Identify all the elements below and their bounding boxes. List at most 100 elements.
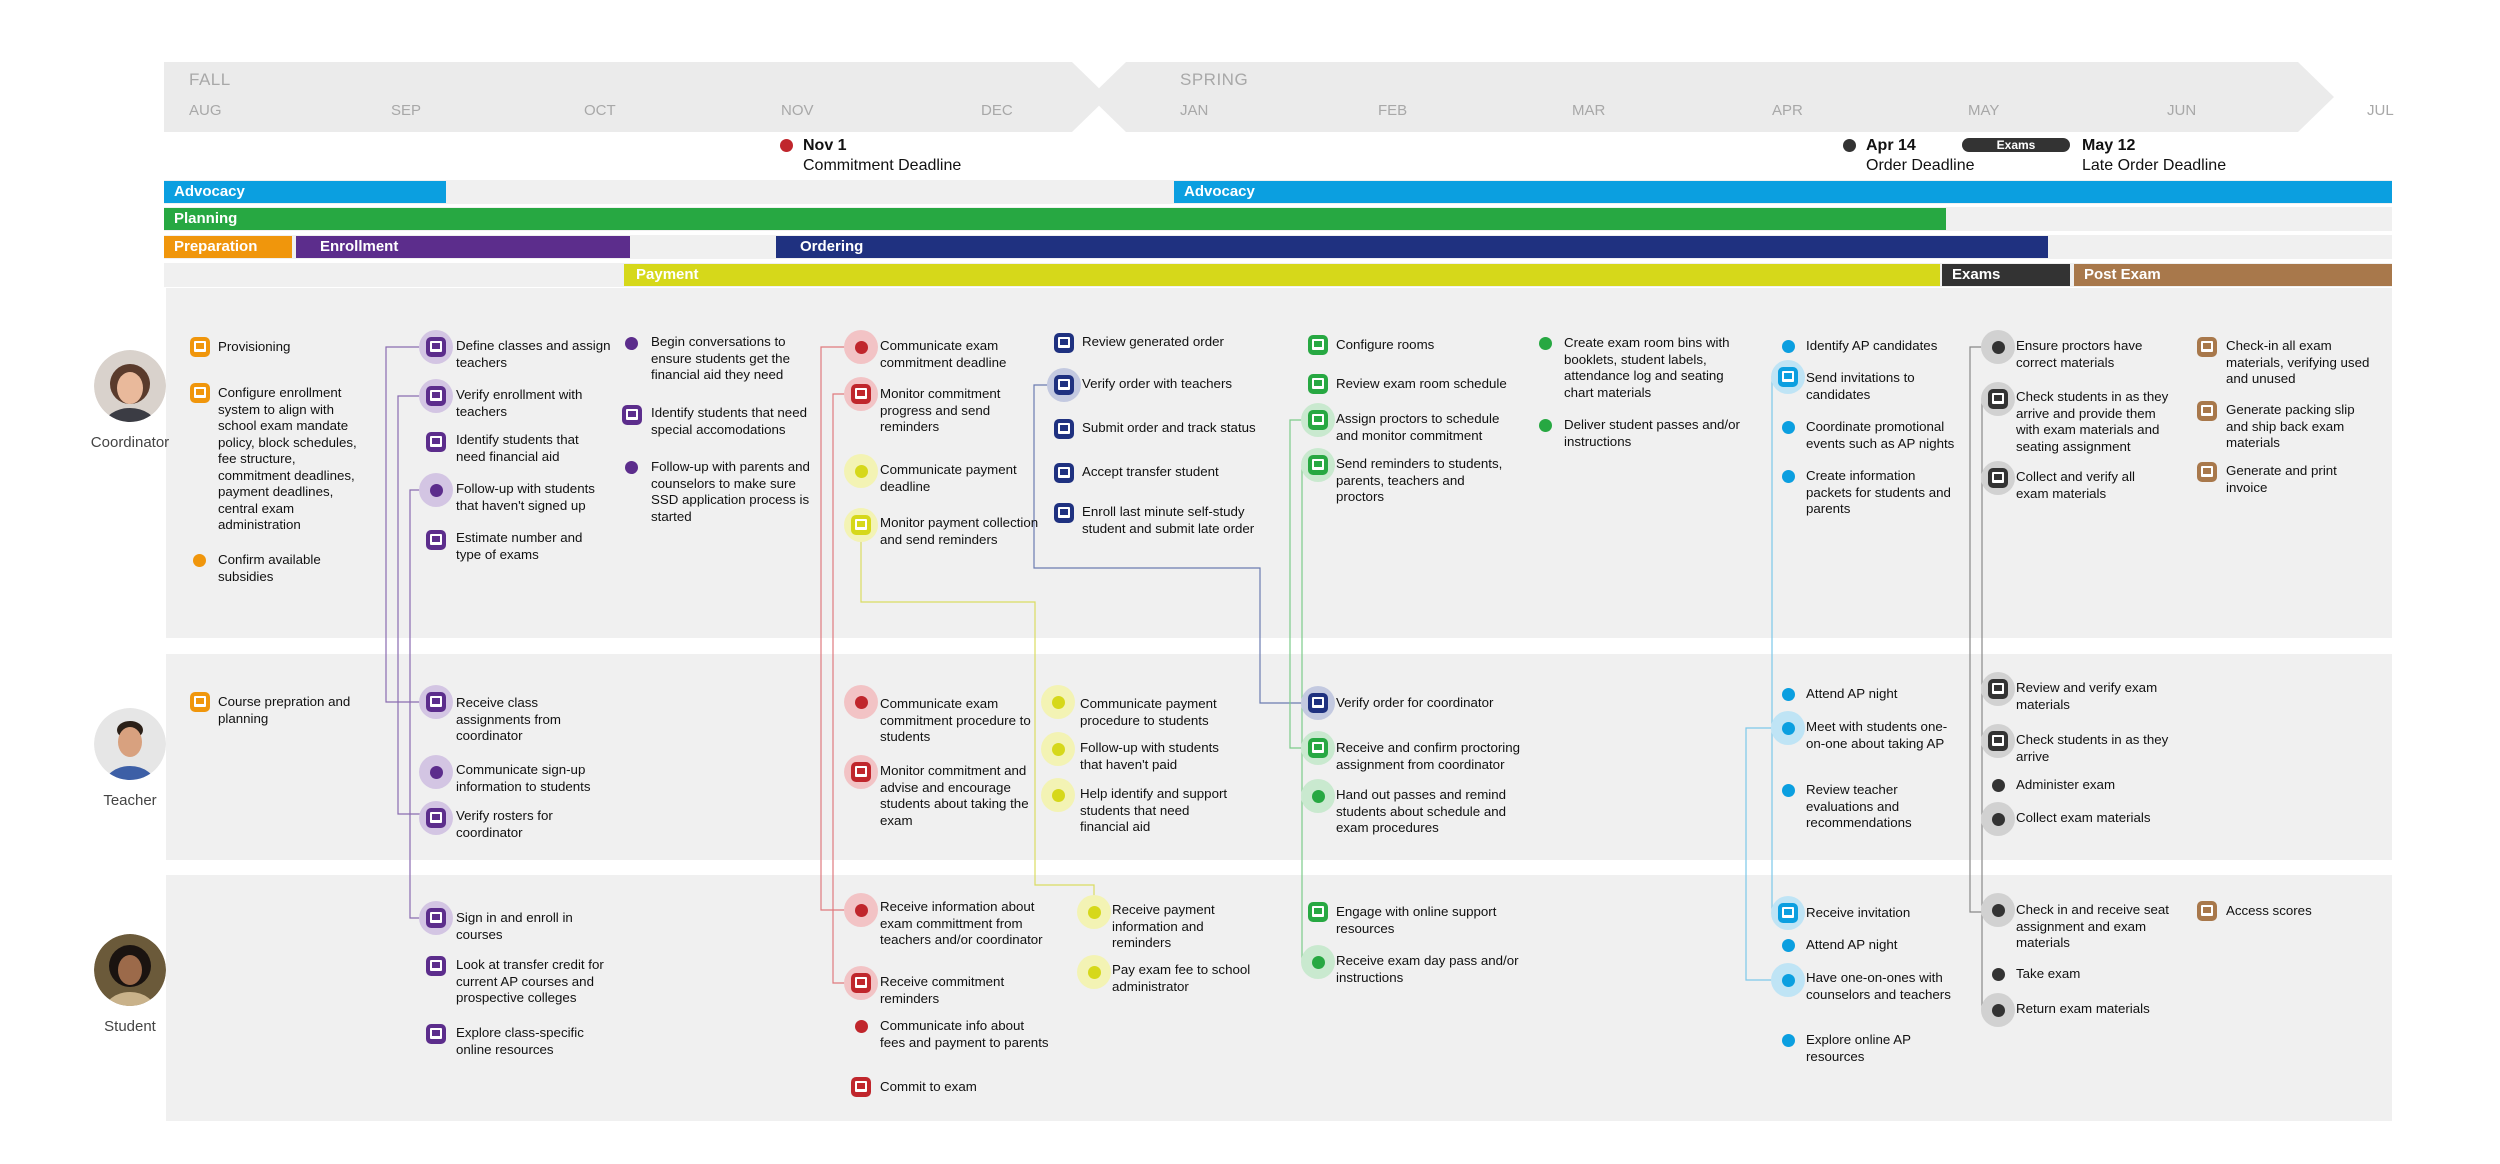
student-plan-item-2: Receive exam day pass and/or instruction…	[1336, 953, 1519, 985]
dot-icon	[1992, 968, 2005, 981]
computer-icon	[426, 692, 446, 712]
computer-icon	[1308, 455, 1328, 475]
coord-enroll-b-item-3: Follow-up with parents and counselors to…	[651, 459, 810, 524]
phase-advocacy-fall: Advocacy	[164, 181, 446, 203]
teacher-pay-b-item-1: Communicate payment procedure to student…	[1080, 696, 1217, 728]
month-sep: SEP	[391, 102, 422, 119]
student-post-item-1: Access scores	[2226, 903, 2312, 918]
milestone-dot-commitment	[780, 139, 793, 152]
computer-icon	[426, 1024, 446, 1044]
connector-enrollment-2	[397, 395, 436, 815]
coord-pay-item-2: Monitor commitment progress and send rem…	[880, 386, 1001, 434]
student-avatar	[94, 934, 166, 1006]
teacher-pay-item-1: Communicate exam commitment procedure to…	[880, 696, 1031, 744]
coord-adv-item-2: Send invitations to candidates	[1806, 370, 1915, 402]
persona-coordinator: Coordinator	[60, 350, 200, 451]
coord-post-item-2: Generate packing slip and ship back exam…	[2226, 402, 2355, 450]
dot-icon	[855, 341, 868, 354]
dot-icon	[1782, 688, 1795, 701]
month-feb: FEB	[1378, 102, 1408, 119]
student-pay-item-3: Communicate info about fees and payment …	[880, 1018, 1049, 1050]
persona-teacher: Teacher	[60, 708, 200, 809]
computer-icon	[1988, 389, 2008, 409]
student-adv-item-1: Receive invitation	[1806, 905, 1911, 920]
dot-icon	[1992, 813, 2005, 826]
teacher-exam-item-2: Check students in as they arrive	[2016, 732, 2169, 764]
season-spring: SPRING	[1180, 70, 1249, 89]
teacher-exam-item-3: Administer exam	[2016, 777, 2116, 792]
milestone-date-apr14: Apr 14	[1866, 137, 1916, 154]
teacher-pay-b-item-2: Follow-up with students that haven't pai…	[1080, 740, 1219, 772]
dot-icon	[855, 1020, 868, 1033]
month-mar: MAR	[1572, 102, 1606, 119]
dot-icon	[855, 696, 868, 709]
dot-icon	[855, 904, 868, 917]
coord-plan-item-2: Review exam room schedule	[1336, 376, 1507, 391]
computer-icon	[1054, 333, 1074, 353]
milestone-dot-order	[1843, 139, 1856, 152]
phase-payment: Payment	[624, 264, 1940, 286]
coord-exam-item-3: Collect and verify all exam materials	[2016, 469, 2135, 501]
teacher-order-item-1: Verify order for coordinator	[1336, 695, 1494, 710]
dot-icon	[1782, 340, 1795, 353]
teacher-pay-item-2: Monitor commitment and advise and encour…	[880, 763, 1029, 828]
teacher-portrait-icon	[94, 708, 166, 780]
computer-icon	[1308, 738, 1328, 758]
coordinator-label: Coordinator	[90, 434, 170, 451]
persona-student: Student	[60, 934, 200, 1035]
computer-icon	[1054, 419, 1074, 439]
coord-enroll-item-1: Define classes and assign teachers	[456, 338, 611, 370]
connector-advocacy	[1771, 376, 1788, 914]
teacher-exam-item-4: Collect exam materials	[2016, 810, 2151, 825]
computer-icon	[1054, 463, 1074, 483]
coord-plan-item-1: Configure rooms	[1336, 337, 1435, 352]
month-apr: APR	[1772, 102, 1803, 119]
coord-pay-item-4: Monitor payment collection and send remi…	[880, 515, 1039, 547]
dot-icon	[1312, 790, 1325, 803]
computer-icon	[426, 908, 446, 928]
teacher-enroll-item-3: Verify rosters for coordinator	[456, 808, 553, 840]
milestone-date-may12: May 12	[2082, 137, 2136, 154]
connector-commitment	[820, 346, 861, 911]
student-enroll-item-3: Explore class-specific online resources	[456, 1025, 584, 1057]
coord-prep-item-3: Confirm available subsidies	[218, 552, 321, 584]
teacher-prep-item-1: Course prepration and planning	[218, 694, 351, 726]
student-exam-item-3: Return exam materials	[2016, 1001, 2150, 1016]
dot-icon	[193, 554, 206, 567]
dot-icon	[1782, 421, 1795, 434]
coord-enroll-item-2: Verify enrollment with teachers	[456, 387, 583, 419]
phase-planning: Planning	[164, 208, 1946, 230]
computer-icon	[1308, 693, 1328, 713]
computer-icon	[426, 432, 446, 452]
teacher-enroll-item-1: Receive class assignments from coordinat…	[456, 695, 561, 743]
coord-order-item-4: Accept transfer student	[1082, 464, 1219, 479]
coord-exam-item-2: Check students in as they arrive and pro…	[2016, 389, 2169, 454]
teacher-plan-item-1: Receive and confirm proctoring assignmen…	[1336, 740, 1521, 772]
month-aug: AUG	[189, 102, 222, 119]
student-pay-b-item-2: Pay exam fee to school administrator	[1112, 962, 1251, 994]
computer-icon	[426, 808, 446, 828]
computer-icon	[2197, 337, 2217, 357]
dot-icon	[1782, 722, 1795, 735]
phase-ordering: Ordering	[776, 236, 2048, 258]
teacher-adv-item-3: Review teacher evaluations and recommend…	[1806, 782, 1912, 830]
student-plan-item-1: Engage with online support resources	[1336, 904, 1497, 936]
connector-advocacy-2	[1745, 727, 1788, 981]
coord-enroll-item-5: Estimate number and type of exams	[456, 530, 583, 562]
computer-icon	[426, 956, 446, 976]
teacher-enroll-item-2: Communicate sign-up information to stude…	[456, 762, 591, 794]
coord-order-item-3: Submit order and track status	[1082, 420, 1256, 435]
student-exam-item-2: Take exam	[2016, 966, 2081, 981]
computer-icon	[426, 386, 446, 406]
milestone-label-commitment: Commitment Deadline	[803, 157, 962, 174]
dot-icon	[1088, 966, 1101, 979]
dot-icon	[1088, 906, 1101, 919]
dot-icon	[1992, 341, 2005, 354]
coord-post-item-3: Generate and print invoice	[2226, 463, 2337, 495]
teacher-plan-item-2: Hand out passes and remind students abou…	[1336, 787, 1507, 835]
coord-enroll-item-3: Identify students that need financial ai…	[456, 432, 579, 464]
phase-exams: Exams	[1942, 264, 2070, 286]
student-adv-item-3: Have one-on-ones with counselors and tea…	[1806, 970, 1951, 1002]
connector-ordering	[1033, 384, 1318, 704]
student-exam-item-1: Check in and receive seat assignment and…	[2016, 902, 2169, 950]
